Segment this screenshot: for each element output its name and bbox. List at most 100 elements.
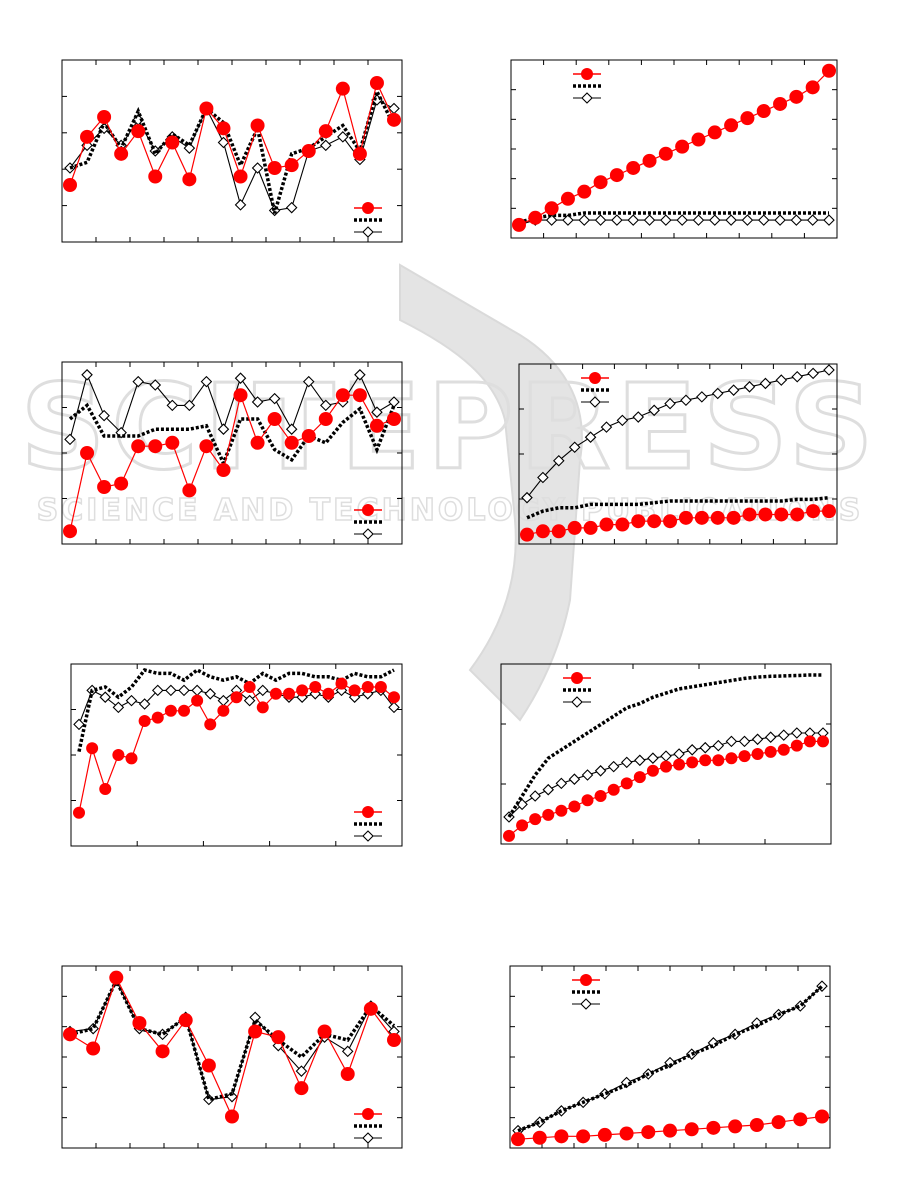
series-1-point: [388, 691, 400, 704]
series-3-point: [183, 399, 196, 412]
series-1-point: [114, 146, 129, 161]
legend-marker-3: [362, 1132, 374, 1144]
series-3-point: [594, 214, 607, 226]
series-1-point: [512, 217, 526, 232]
series-3-point: [256, 684, 269, 697]
series-3-point: [555, 777, 568, 790]
series-1-point: [225, 1109, 239, 1124]
series-3-point: [600, 421, 613, 433]
series-1-point: [243, 681, 256, 693]
series-1-point: [581, 794, 594, 807]
series-1-point: [348, 684, 361, 697]
series-1-point: [631, 514, 646, 529]
series-1-point: [597, 1127, 612, 1142]
series-3-line: [508, 732, 823, 818]
series-1-point: [576, 1129, 591, 1144]
series-1-point: [593, 175, 608, 190]
series-3-point: [777, 729, 790, 741]
legend-marker-1: [571, 672, 583, 684]
series-1-point: [352, 146, 367, 161]
series-1-point: [660, 760, 672, 773]
series-1-point: [86, 742, 99, 755]
series-3-point: [295, 1065, 308, 1077]
chart-5: [70, 663, 403, 847]
legend-marker-1: [362, 806, 374, 818]
legend-marker-1: [581, 68, 593, 80]
series-1-point: [182, 483, 197, 498]
series-1-point: [114, 476, 129, 491]
series-1-point: [706, 1120, 721, 1135]
series-1-point: [73, 806, 85, 819]
chart-7: [61, 965, 403, 1149]
series-3-point: [664, 397, 676, 410]
chart-6: [500, 663, 832, 845]
series-1-point: [178, 1013, 193, 1028]
series-1-point: [374, 681, 387, 693]
series-1-point: [535, 524, 550, 539]
series-1-point: [125, 752, 138, 765]
series-1-point: [284, 158, 299, 173]
series-3-point: [178, 684, 190, 697]
series-3-point: [741, 214, 754, 226]
series-1-point: [691, 132, 706, 147]
legend-marker-3: [580, 998, 592, 1010]
legend: [573, 68, 601, 104]
series-1-point: [164, 704, 177, 717]
series-3-point: [234, 372, 247, 384]
series-3-point: [553, 454, 565, 467]
series-1-point: [182, 172, 197, 187]
series-1-point: [387, 412, 401, 426]
series-1-point: [554, 1129, 569, 1144]
series-3-point: [568, 773, 581, 785]
series-3-point: [341, 1045, 354, 1058]
series-1-point: [724, 118, 739, 133]
series-1-point: [756, 104, 771, 119]
series-2-line: [518, 211, 829, 225]
series-1-point: [361, 681, 374, 693]
series-3-point: [709, 214, 721, 226]
watermark: SCITEPRESS SCIENCE AND TECHNOLOGY PUBLIC…: [19, 263, 875, 722]
series-1-point: [97, 480, 112, 494]
series-3-point: [302, 375, 315, 388]
series-3-point: [81, 369, 93, 381]
series-3-point: [545, 214, 558, 226]
legend-marker-3: [589, 396, 601, 408]
series-1-point: [658, 146, 673, 161]
series-1-point: [151, 711, 164, 724]
series-1-point: [199, 439, 214, 454]
series-1-point: [774, 507, 789, 522]
series-3-point: [607, 760, 620, 773]
series-3-point: [320, 399, 332, 412]
series-1-point: [112, 749, 125, 761]
series-3-point: [217, 136, 230, 149]
series-1-point: [301, 144, 316, 158]
series-3-point: [696, 391, 708, 403]
series-1-point: [751, 748, 764, 760]
series-1-point: [577, 184, 592, 199]
series-3-point: [791, 727, 803, 739]
series-1-point: [789, 89, 804, 104]
series-3-point: [200, 375, 213, 388]
series-1-point: [560, 191, 575, 206]
series-3-point: [711, 387, 724, 400]
series-3-point: [87, 1022, 99, 1035]
series-1-point: [773, 96, 788, 111]
series-3-point: [757, 214, 770, 226]
series-2-line: [507, 673, 823, 818]
series-3-point: [751, 1017, 763, 1029]
series-1-point: [641, 1125, 656, 1140]
series-1-point: [335, 81, 350, 96]
series-1-point: [99, 783, 112, 795]
series-1-point: [283, 687, 295, 700]
series-1-point: [511, 1132, 525, 1147]
series-3-point: [725, 214, 737, 226]
series-1-point: [663, 514, 678, 529]
series-1-point: [567, 520, 582, 535]
series-3-point: [125, 694, 138, 707]
series-1-point: [764, 745, 777, 758]
series-1-point: [699, 754, 712, 767]
legend: [572, 974, 600, 1010]
series-3-point: [64, 433, 76, 446]
series-3-point: [660, 214, 672, 226]
legend-marker-3: [362, 226, 374, 238]
